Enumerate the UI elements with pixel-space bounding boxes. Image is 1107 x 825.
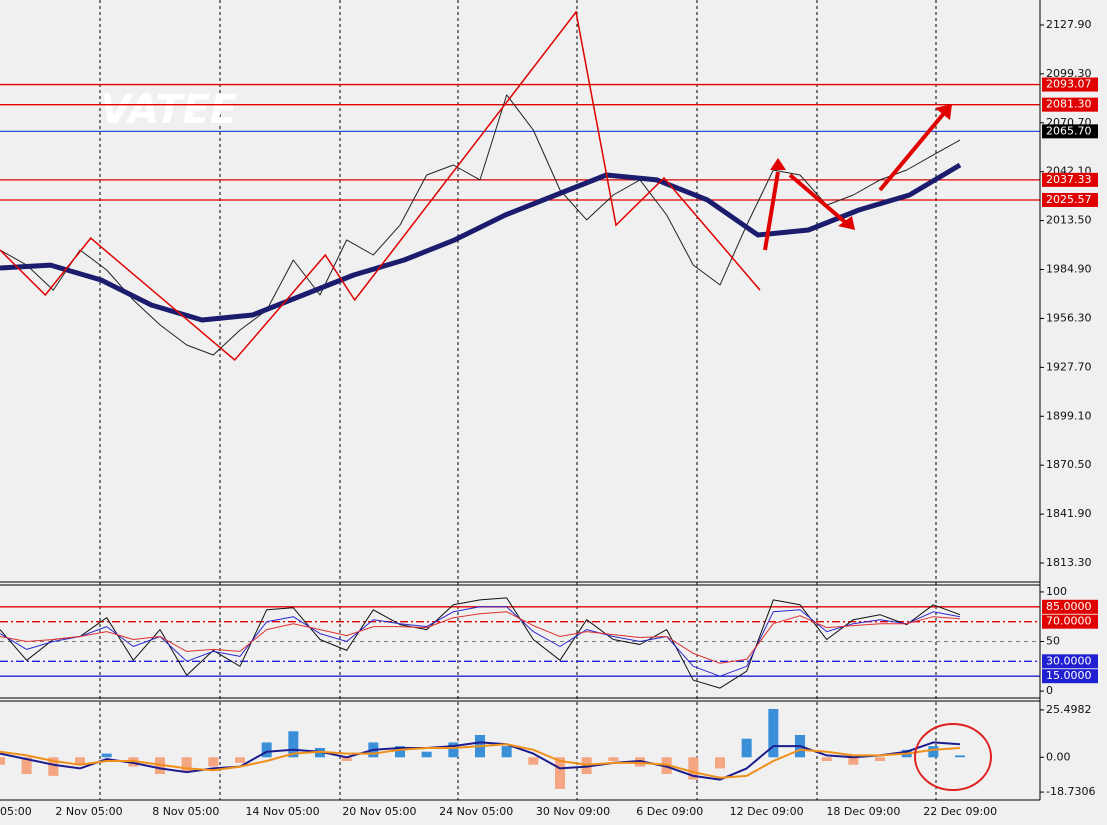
series-line [0, 741, 961, 781]
highlight-circle [914, 723, 992, 791]
y-tick-label: 50 [1046, 635, 1060, 648]
histogram-bar [421, 751, 432, 758]
histogram-bar [501, 746, 512, 758]
period-separators [99, 0, 937, 800]
y-tick-label: 1984.90 [1046, 263, 1092, 276]
y-tick-label: -18.7306 [1046, 785, 1095, 798]
x-tick-label: 12 Dec 09:00 [730, 805, 804, 818]
histogram-bar [821, 757, 832, 761]
level-label-box [1042, 124, 1098, 139]
level-label: 2037.33 [1046, 173, 1092, 186]
histogram-bar [528, 757, 539, 765]
x-tick-label: 20 Nov 05:00 [342, 805, 416, 818]
histogram-bar [288, 731, 299, 758]
level-label: 85.0000 [1046, 600, 1092, 613]
series-line [0, 743, 961, 779]
y-tick-label: 25.4982 [1046, 703, 1092, 716]
level-label-box [1042, 97, 1098, 112]
level-label-box [1042, 192, 1098, 207]
x-tick-label: 8 Nov 05:00 [152, 805, 219, 818]
zigzag-line [0, 10, 761, 362]
frame [0, 0, 1041, 801]
level-label-box [1042, 669, 1098, 684]
histogram-bar [875, 757, 885, 761]
level-label: 70.0000 [1046, 615, 1092, 628]
x-tick-label: 14 Nov 05:00 [246, 805, 320, 818]
level-label: 15.0000 [1046, 669, 1092, 682]
series-line [0, 94, 961, 356]
histogram-bar [341, 757, 352, 761]
series-line [0, 597, 961, 689]
y-tick-label: 2013.50 [1046, 214, 1092, 227]
level-label: 2081.30 [1046, 98, 1092, 111]
histogram-bar [928, 746, 939, 758]
y-tick-label: 2127.90 [1046, 18, 1092, 31]
histogram-bar [75, 757, 85, 765]
x-tick-label: 05:00 [0, 805, 32, 818]
histogram-bar [448, 742, 459, 758]
histogram-bar [955, 755, 965, 758]
series-line [0, 611, 961, 664]
histogram-bar [208, 757, 219, 767]
y-tick-label: 1927.70 [1046, 360, 1092, 373]
histogram-bar [48, 757, 59, 776]
annotation-arrows [763, 104, 952, 251]
level-label: 2093.07 [1046, 78, 1092, 91]
series-line [0, 162, 962, 323]
x-tick-label: 2 Nov 05:00 [55, 805, 122, 818]
histogram-bar [0, 757, 5, 765]
watermark: VATEE [100, 87, 237, 133]
level-label: 2065.70 [1046, 124, 1092, 137]
level-label: 30.0000 [1046, 654, 1092, 667]
plot-layer: 2127.902099.302070.702042.102013.501984.… [0, 10, 1098, 818]
histogram-bar [101, 753, 112, 758]
x-tick-label: 6 Dec 09:00 [636, 805, 703, 818]
histogram-bar [741, 738, 752, 758]
histogram-bar [555, 757, 565, 789]
y-tick-label: 1870.50 [1046, 458, 1092, 471]
histogram-bar [768, 708, 779, 758]
level-label-box [1042, 599, 1098, 614]
histogram-bar [395, 746, 405, 758]
histogram-bar [608, 757, 619, 761]
histogram-bar [235, 757, 245, 763]
y-tick-label: 0 [1046, 684, 1053, 697]
level-label: 2025.57 [1046, 193, 1092, 206]
level-label-box [1042, 614, 1098, 629]
histogram-bar [261, 742, 272, 758]
y-tick-label: 1899.10 [1046, 409, 1092, 422]
y-tick-label: 1956.30 [1046, 311, 1092, 324]
level-label-box [1042, 654, 1098, 669]
histogram-bar [688, 757, 699, 780]
histogram-bar [715, 757, 725, 769]
histogram-bar [21, 757, 32, 774]
level-label-box [1042, 77, 1098, 92]
y-tick-label: 100 [1046, 585, 1067, 598]
x-tick-label: 24 Nov 05:00 [439, 805, 513, 818]
y-tick-label: 0.00 [1046, 750, 1071, 763]
x-tick-label: 30 Nov 09:00 [536, 805, 610, 818]
x-tick-label: 22 Dec 09:00 [923, 805, 997, 818]
y-tick-label: 2099.30 [1046, 67, 1092, 80]
histogram-bar [848, 757, 859, 765]
histogram-bar [181, 757, 192, 773]
y-tick-label: 1841.90 [1046, 507, 1092, 520]
x-tick-label: 18 Dec 09:00 [826, 805, 900, 818]
level-label-box [1042, 172, 1098, 187]
y-tick-label: 1813.30 [1046, 556, 1092, 569]
